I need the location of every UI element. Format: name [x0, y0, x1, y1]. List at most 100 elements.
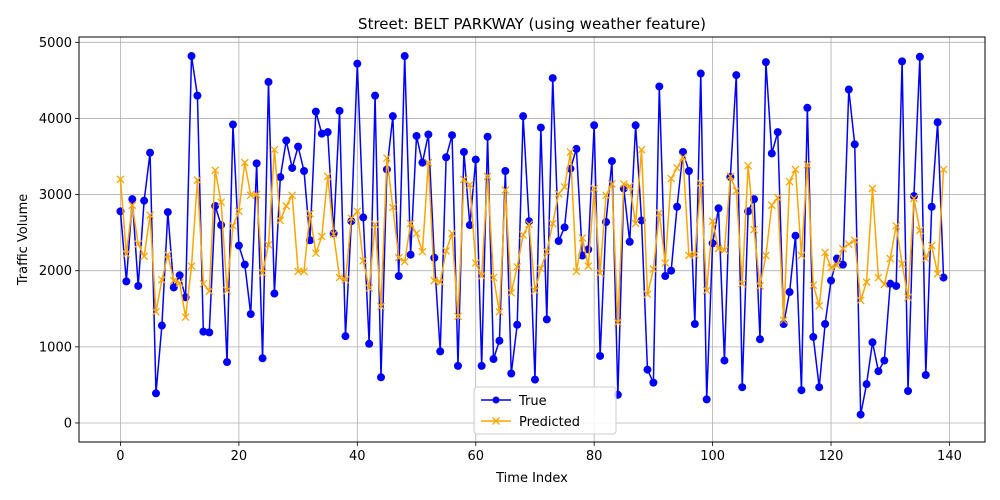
predicted-point — [797, 251, 806, 260]
predicted-point — [513, 262, 522, 271]
true-point — [542, 315, 551, 324]
predicted-point — [454, 312, 462, 321]
predicted-point — [785, 177, 794, 186]
predicted-point — [862, 278, 871, 287]
true-point — [661, 272, 670, 281]
predicted-point — [424, 158, 433, 167]
x-tick-label: 60 — [467, 449, 484, 464]
predicted-point — [738, 279, 747, 288]
predicted-point — [773, 193, 782, 202]
true-point — [856, 410, 865, 419]
predicted-point — [909, 194, 918, 203]
predicted-point — [359, 256, 368, 265]
true-point — [406, 250, 415, 259]
predicted-point — [276, 216, 285, 225]
true-point — [898, 57, 907, 66]
predicted-point — [181, 313, 190, 322]
true-point — [519, 112, 528, 121]
predicted-point — [400, 257, 409, 266]
true-point — [151, 389, 160, 398]
true-point — [353, 59, 362, 68]
predicted-point — [661, 259, 670, 268]
true-point — [631, 121, 640, 130]
true-point — [892, 281, 901, 290]
true-point — [294, 142, 303, 151]
predicted-point — [904, 293, 912, 302]
predicted-point — [821, 248, 830, 257]
true-point — [205, 328, 214, 337]
predicted-point — [744, 161, 753, 170]
x-axis: 0 20 40 60 80 100 120 140 — [116, 442, 962, 464]
true-point — [163, 208, 172, 217]
true-point — [442, 153, 451, 162]
true-point — [874, 367, 883, 376]
predicted-point — [655, 208, 664, 217]
predicted-point — [637, 145, 646, 154]
true-point — [590, 121, 599, 130]
true-point — [927, 202, 936, 211]
true-point — [436, 347, 445, 356]
true-point — [667, 266, 676, 275]
predicted-point — [270, 145, 279, 154]
true-point — [904, 386, 913, 395]
true-point — [868, 338, 877, 347]
true-point — [673, 202, 682, 211]
true-point — [755, 335, 764, 344]
predicted-point — [625, 182, 634, 191]
true-point — [939, 273, 948, 282]
predicted-point — [892, 221, 901, 230]
legend-true-marker — [492, 396, 500, 404]
predicted-point — [560, 183, 569, 191]
true-point — [679, 147, 687, 156]
predicted-point — [217, 198, 226, 207]
predicted-point — [240, 158, 249, 167]
predicted-point — [696, 179, 705, 188]
true-point — [483, 132, 492, 141]
true-point — [418, 158, 427, 167]
true-point — [146, 148, 155, 157]
predicted-point — [294, 267, 303, 276]
predicted-point — [927, 241, 936, 250]
true-point — [193, 91, 202, 100]
predicted-point — [465, 180, 474, 189]
predicted-line — [119, 148, 945, 324]
true-point — [536, 123, 545, 132]
plot-frame — [78, 36, 986, 443]
predicted-point — [264, 240, 273, 249]
true-point — [169, 283, 178, 292]
predicted-point — [880, 280, 889, 289]
true-point — [199, 327, 208, 336]
true-point — [122, 277, 131, 286]
predicted-point — [708, 217, 717, 226]
true-point — [844, 85, 853, 94]
predicted-point — [152, 307, 160, 316]
predicted-point — [702, 286, 711, 295]
true-point — [217, 221, 226, 230]
x-tick-label: 40 — [349, 449, 366, 464]
true-point — [637, 216, 646, 225]
predicted-point — [323, 172, 332, 181]
predicted-point — [921, 254, 930, 263]
true-point — [821, 320, 830, 329]
true-point — [157, 321, 166, 330]
predicted-point — [199, 279, 208, 288]
true-point — [720, 356, 729, 365]
true-point — [187, 52, 196, 61]
true-point — [448, 131, 457, 140]
predicted-point — [347, 214, 356, 223]
true-point — [655, 82, 664, 91]
predicted-point — [856, 296, 865, 305]
true-point — [246, 310, 255, 319]
true-point — [223, 358, 232, 367]
true-point — [596, 351, 605, 360]
true-point — [738, 383, 747, 392]
predicted-point — [282, 202, 291, 210]
true-point — [323, 128, 332, 137]
predicted-point — [767, 201, 776, 210]
true-point — [412, 131, 421, 140]
predicted-point — [394, 253, 403, 262]
true-point — [465, 221, 474, 230]
true-point — [311, 107, 320, 116]
predicted-point — [365, 284, 374, 293]
